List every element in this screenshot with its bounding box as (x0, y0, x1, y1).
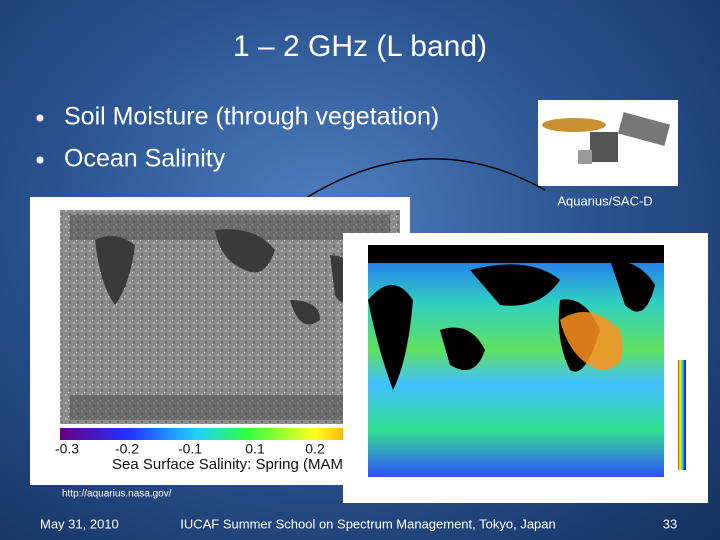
colorbar-label: 0.1 (245, 441, 265, 457)
colorbar-labels: -0.3 -0.2 -0.1 0.1 0.2 (55, 441, 325, 457)
bullet-dot (36, 156, 44, 164)
slide-title: 1 – 2 GHz (L band) (233, 30, 487, 63)
right-map (343, 233, 708, 503)
colorbar-label: -0.2 (115, 441, 139, 457)
map-caption: Sea Surface Salinity: Spring (MAM) (112, 456, 348, 473)
colorbar-label: -0.3 (55, 441, 79, 457)
footer-event: IUCAF Summer School on Spectrum Manageme… (180, 516, 556, 531)
colorbar-label: -0.1 (178, 441, 202, 457)
satellite-caption: Aquarius/SAC-D (557, 193, 652, 208)
footer-date: May 31, 2010 (40, 516, 119, 531)
bullet-dot (36, 114, 44, 122)
bullet: Ocean Salinity (64, 145, 226, 173)
arrow (291, 158, 546, 208)
satellite-image (538, 100, 678, 186)
bullet: Soil Moisture (through vegetation) (64, 103, 439, 131)
source-url: http://aquarius.nasa.gov/ (62, 489, 172, 500)
colorbar-label: 0.2 (305, 441, 325, 457)
page-number: 33 (663, 516, 677, 531)
